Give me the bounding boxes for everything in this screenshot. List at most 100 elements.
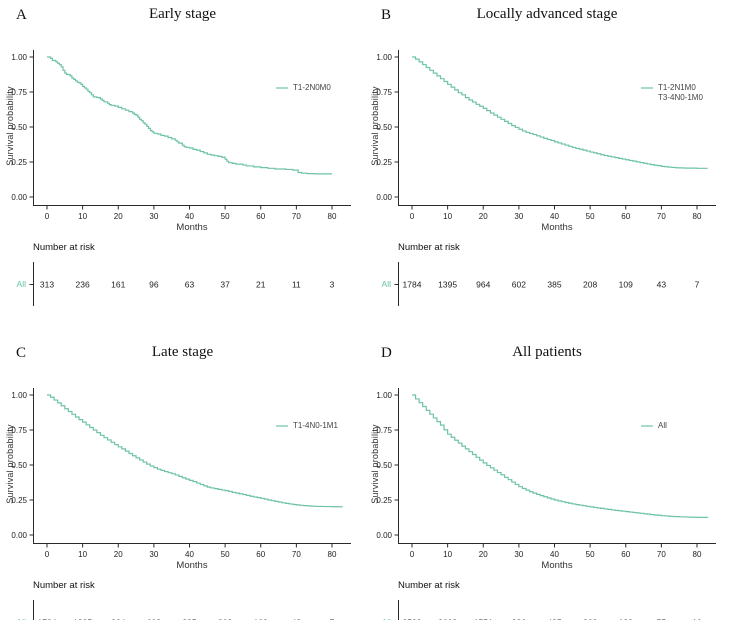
x-axis-label: Months: [541, 560, 573, 571]
legend: All: [658, 421, 667, 431]
risk-count: 602: [512, 280, 526, 290]
y-tick-label: 0.25: [376, 158, 392, 167]
panel-all-patients: D All patients 1.00 0.75 0.50 0.25 0.00 0 10 20…: [365, 310, 729, 620]
x-tick-label: 40: [185, 550, 194, 559]
risk-group-label: All: [16, 279, 26, 289]
y-tick-label: 0.00: [11, 193, 27, 202]
x-tick-label: 20: [114, 550, 123, 559]
y-tick-label: 0.50: [11, 123, 27, 132]
risk-group-label: All: [365, 617, 391, 620]
x-tick-label: 50: [586, 550, 595, 559]
panel-title: All patients: [512, 344, 582, 360]
risk-count: 138: [619, 618, 633, 620]
risk-count: 263: [583, 618, 597, 620]
x-tick-label: 10: [78, 212, 87, 221]
y-tick-label: 0.25: [11, 496, 27, 505]
legend-label: T1-2N0M0: [293, 83, 331, 92]
risk-count: 11: [292, 280, 301, 290]
panel-title: Locally advanced stage: [476, 6, 618, 22]
x-axis-label: Months: [541, 222, 573, 233]
number-at-risk-table: 313 236 161 96 63 37 21 11 3 Number at risk All: [0, 242, 365, 312]
panel-d-header: D All patients: [365, 344, 729, 368]
risk-count: 7: [330, 618, 335, 620]
plot-area: 1.00 0.75 0.50 0.25 0.00 0 10 20 30 40 50 60 70 80 Su…: [365, 42, 729, 242]
survival-plot-svg: 1.00 0.75 0.50 0.25 0.00 0 10 20 30 40 50 60 70 80: [376, 50, 716, 221]
x-tick-label: 10: [443, 212, 452, 221]
legend: T1-4N0-1M1: [293, 421, 338, 431]
risk-count: 55: [657, 618, 667, 620]
x-tick-label: 40: [550, 212, 559, 221]
y-axis-label: Survival probability: [5, 86, 15, 166]
legend-label: T1-2N1M0: [658, 83, 696, 92]
x-tick-label: 30: [149, 550, 158, 559]
survival-curve: [47, 394, 343, 508]
risk-count: 826: [512, 618, 526, 620]
y-axis-label: Survival probability: [370, 86, 380, 166]
risk-count: 385: [182, 618, 196, 620]
x-tick-label: 20: [114, 212, 123, 221]
risk-table-svg: 1784 1395 964 602 385 208 109 43 7: [33, 600, 335, 620]
risk-count: 3: [330, 280, 335, 290]
panel-letter: C: [16, 345, 27, 361]
survival-curve: [412, 56, 708, 169]
x-tick-label: 30: [514, 212, 523, 221]
risk-count: 1395: [73, 618, 92, 620]
risk-count: 313: [40, 280, 54, 290]
panel-late-stage: C Late stage 1.00 0.75 0.50 0.25 0.00 0 10 20 30…: [0, 310, 365, 620]
legend-label: T1-4N0-1M1: [293, 421, 338, 430]
x-tick-label: 0: [45, 550, 50, 559]
risk-table-header: Number at risk: [398, 242, 460, 253]
legend: T1-2N0M0: [293, 83, 331, 93]
risk-count: 964: [476, 280, 490, 290]
y-axis-label: Survival probability: [370, 424, 380, 504]
plot-area: 1.00 0.75 0.50 0.25 0.00 0 10 20 30 40 50 60 70 80 Su…: [0, 380, 365, 580]
x-tick-label: 60: [256, 550, 265, 559]
survival-plot-svg: 1.00 0.75 0.50 0.25 0.00 0 10 20 30 40 50 60 70 80: [11, 50, 351, 221]
x-tick-label: 40: [550, 550, 559, 559]
y-tick-label: 0.25: [376, 496, 392, 505]
x-axis-label: Months: [176, 222, 208, 233]
plot-area: 1.00 0.75 0.50 0.25 0.00 0 10 20 30 40 50 60 70 80 Su…: [0, 42, 365, 242]
plot-area: 1.00 0.75 0.50 0.25 0.00 0 10 20 30 40 50 60 70 80 Su…: [365, 380, 729, 580]
risk-count: 43: [292, 618, 302, 620]
risk-count: 964: [111, 618, 125, 620]
x-tick-label: 70: [292, 550, 301, 559]
number-at-risk-table: 1784 1395 964 602 385 208 109 43 7 Number at ris…: [365, 242, 729, 312]
risk-table-header: Number at risk: [33, 580, 95, 591]
y-tick-label: 0.50: [376, 123, 392, 132]
x-tick-label: 60: [621, 550, 630, 559]
x-tick-label: 0: [410, 212, 415, 221]
x-axis-label: Months: [176, 560, 208, 571]
risk-group-label: All: [0, 617, 26, 620]
y-tick-label: 0.75: [376, 426, 392, 435]
x-tick-label: 10: [443, 550, 452, 559]
panel-c-header: C Late stage: [0, 344, 365, 368]
y-axis-label: Survival probability: [5, 424, 15, 504]
x-tick-label: 50: [586, 212, 595, 221]
risk-count: 21: [256, 280, 266, 290]
x-tick-label: 80: [328, 550, 337, 559]
panel-a-header: A Early stage: [0, 6, 365, 30]
x-tick-label: 50: [221, 212, 230, 221]
risk-table-svg: 313 236 161 96 63 37 21 11 3: [29, 262, 335, 306]
risk-count: 3599: [403, 618, 422, 620]
risk-count: 1395: [438, 280, 457, 290]
x-tick-label: 80: [693, 212, 702, 221]
risk-count: 385: [547, 280, 561, 290]
y-tick-label: 0.25: [11, 158, 27, 167]
legend-label: T3-4N0-1M0: [658, 92, 703, 102]
y-tick-label: 0.00: [376, 531, 392, 540]
risk-count: 109: [619, 280, 633, 290]
panel-locally-advanced-stage: B Locally advanced stage 1.00 0.75 0.50 0.2…: [365, 0, 729, 310]
panel-title: Early stage: [148, 6, 217, 22]
x-tick-label: 10: [78, 550, 87, 559]
panel-early-stage: A Early stage 1.00 0.75 0.50 0.25 0.00 0 10 20 3…: [0, 0, 365, 310]
x-tick-label: 70: [292, 212, 301, 221]
risk-table-header: Number at risk: [33, 242, 95, 253]
risk-count: 2603: [438, 618, 457, 620]
y-tick-label: 0.75: [11, 88, 27, 97]
risk-table-svg: 1784 1395 964 602 385 208 109 43 7: [394, 262, 700, 306]
risk-count: 37: [220, 280, 230, 290]
x-tick-label: 70: [657, 550, 666, 559]
x-tick-label: 80: [328, 212, 337, 221]
